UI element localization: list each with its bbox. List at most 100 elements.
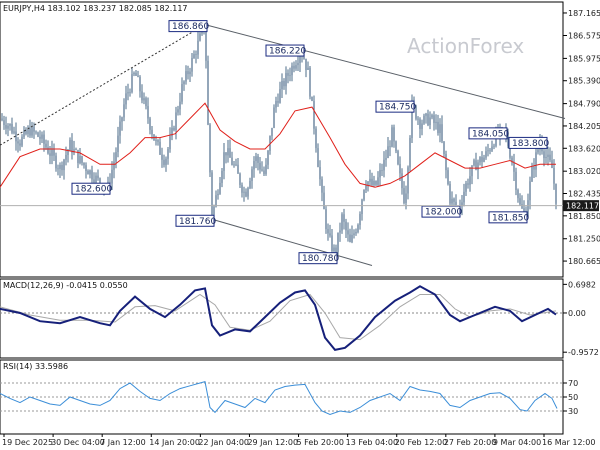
candle-body: [297, 62, 299, 66]
candle-body: [271, 127, 273, 137]
candle-body: [535, 152, 537, 170]
candle-body: [315, 128, 317, 149]
price-tick-label: 182.435: [568, 190, 600, 199]
candle-body: [145, 98, 147, 107]
candle-body: [3, 120, 5, 125]
candle-body: [227, 148, 229, 156]
candle-body: [441, 124, 443, 142]
candle-body: [139, 76, 141, 92]
price-tick-label: 187.165: [568, 9, 600, 18]
candle-body: [11, 124, 13, 133]
candle-body: [151, 129, 153, 135]
candle-body: [125, 93, 127, 105]
time-tick-label: 19 Dec 2025: [2, 438, 53, 447]
candle-body: [261, 169, 263, 171]
rsi-axis: 70 50 30: [563, 379, 578, 416]
candle-body: [197, 40, 199, 55]
price-annotation-label: 184.050: [472, 129, 509, 139]
candle-body: [257, 156, 259, 163]
candle-body: [71, 139, 73, 153]
candle-body: [19, 143, 21, 146]
price-annotation-label: 181.760: [179, 217, 216, 227]
candle-body: [89, 170, 91, 175]
current-price-box: [563, 200, 599, 212]
candle-body: [1, 118, 3, 121]
price-annotation-box: [298, 252, 338, 265]
candle-body: [443, 141, 445, 155]
candle-body: [389, 146, 391, 148]
candle-body: [97, 175, 99, 179]
price-tick-label: 184.205: [568, 122, 600, 131]
candle-body: [425, 113, 427, 116]
candle-body: [367, 181, 369, 186]
candle-body: [211, 172, 213, 221]
trend-line: [204, 24, 566, 119]
time-tick-label: 9 Mar 04:00: [493, 438, 541, 447]
candle-body: [485, 151, 487, 158]
candle-body: [423, 115, 425, 124]
macd-axis: 0.6982 0.00 -0.9572: [563, 280, 599, 357]
candle-body: [479, 157, 481, 163]
rsi-panel-title: RSI(14) 33.5986: [3, 362, 68, 371]
candle-body: [319, 167, 321, 180]
candle-body: [365, 185, 367, 190]
candle-body: [267, 150, 269, 165]
candle-body: [117, 135, 119, 153]
candle-body: [21, 136, 23, 146]
price-annotation-box: [468, 127, 508, 140]
rsi-layer: [0, 380, 563, 416]
candle-body: [49, 153, 51, 156]
candle-body: [489, 150, 491, 152]
time-tick-label: 5 Feb 20:00: [297, 438, 344, 447]
trend-line: [211, 218, 373, 266]
candle-body: [187, 71, 189, 75]
candle-body: [87, 170, 89, 175]
candle-body: [213, 206, 215, 221]
moving-average-line: [0, 102, 556, 188]
price-annotation-label: 182.600: [75, 185, 112, 195]
candle-body: [41, 134, 43, 139]
time-tick-label: 13 Feb 04:00: [346, 438, 398, 447]
price-tick-label: 183.020: [568, 167, 600, 176]
candle-body: [363, 189, 365, 200]
candle-body: [421, 123, 423, 129]
candle-body: [207, 60, 209, 125]
candle-body: [339, 230, 341, 233]
candle-body: [65, 154, 67, 160]
candle-body: [115, 152, 117, 162]
candle-body: [393, 127, 395, 142]
candle-body: [277, 100, 279, 103]
candle-body: [217, 193, 219, 196]
candle-body: [515, 171, 517, 190]
price-tick-label: 184.790: [568, 100, 600, 109]
candle-body: [517, 189, 519, 199]
candle-body: [95, 175, 97, 184]
candle-body: [463, 191, 465, 203]
price-tick-label: 181.250: [568, 235, 600, 244]
macd-signal-line: [0, 293, 557, 341]
candle-body: [77, 149, 79, 164]
candle-body: [37, 132, 39, 137]
macd-tick-label: 0.00: [568, 309, 586, 318]
macd-panel-title: MACD(12,26,9) -0.0415 0.0550: [3, 281, 128, 290]
candle-body: [511, 157, 513, 163]
candle-body: [357, 225, 359, 232]
candle-body: [109, 181, 111, 184]
macd-tick-label: -0.9572: [568, 348, 599, 357]
candle-body: [437, 121, 439, 134]
candle-body: [379, 169, 381, 178]
candle-body: [163, 159, 165, 165]
time-tick-label: 20 Feb 12:00: [395, 438, 447, 447]
candle-body: [43, 134, 45, 144]
candle-body: [453, 198, 455, 202]
candle-body: [159, 141, 161, 155]
candle-body: [553, 168, 555, 184]
candle-body: [373, 180, 375, 185]
price-annotation-label: 180.780: [302, 254, 339, 264]
candle-body: [289, 75, 291, 77]
candle-body: [285, 73, 287, 87]
candle-body: [387, 146, 389, 159]
candle-body: [265, 164, 267, 174]
